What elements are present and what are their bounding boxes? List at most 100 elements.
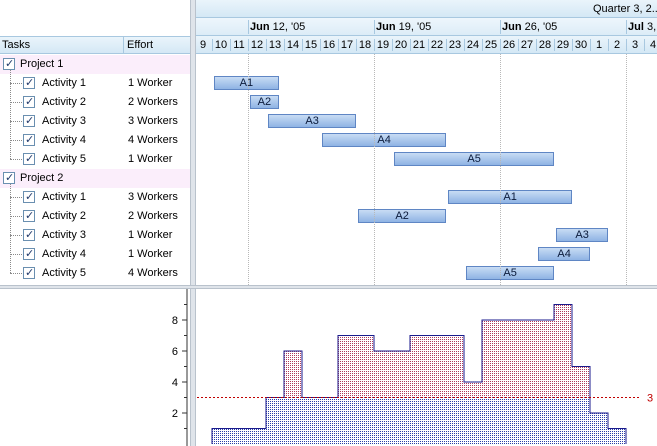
tree-row-activity[interactable]: Activity 5 1 Worker: [0, 150, 190, 169]
histogram-bar-over: [392, 351, 410, 398]
activity-checkbox[interactable]: [23, 95, 35, 108]
day-separator: [266, 39, 267, 51]
gantt-bar[interactable]: A1: [448, 190, 573, 204]
histogram-y-axis: 2 4 6 8: [172, 289, 188, 446]
gantt-bar[interactable]: A3: [556, 228, 609, 242]
gantt-bar[interactable]: A1: [214, 76, 279, 90]
tree-row-activity[interactable]: Activity 4 4 Workers: [0, 131, 190, 150]
activity-effort: 2 Workers: [128, 210, 178, 222]
tree-connector: [10, 102, 22, 103]
activity-label: Activity 5: [42, 153, 87, 165]
week-date: 3, ': [646, 21, 657, 33]
day-label: 28: [538, 39, 552, 51]
day-label: 16: [322, 39, 336, 51]
histogram-bar-under: [392, 397, 410, 444]
gantt-bar[interactable]: A2: [358, 209, 447, 223]
day-separator: [374, 39, 375, 51]
tree-row-activity[interactable]: Activity 2 2 Workers: [0, 93, 190, 112]
day-separator: [302, 39, 303, 51]
tree-connector: [10, 235, 22, 236]
histogram-bar-under: [428, 397, 446, 444]
horizontal-splitter[interactable]: [0, 285, 657, 289]
activity-effort: 1 Worker: [128, 153, 173, 165]
histogram-bars: [211, 304, 627, 444]
activity-checkbox[interactable]: [23, 114, 35, 127]
histogram-bar-under: [302, 397, 320, 444]
histogram-bar-over: [428, 335, 446, 398]
activity-checkbox[interactable]: [23, 76, 35, 89]
histogram-limit-label: 3: [647, 393, 653, 405]
histogram-bar-over: [554, 304, 572, 398]
day-separator: [410, 39, 411, 51]
activity-checkbox[interactable]: [23, 209, 35, 222]
tree-row-activity[interactable]: Activity 3 3 Workers: [0, 112, 190, 131]
activity-checkbox[interactable]: [23, 266, 35, 279]
day-header: 9 10 11 12 13 14 15 16 17 18 19 20 21 22 23 24 25 26 27 28 2…: [196, 36, 657, 54]
tree-connector: [10, 197, 22, 198]
project-label: Project 2: [20, 172, 64, 184]
tree-row-activity[interactable]: Activity 1 1 Worker: [0, 74, 190, 93]
resource-histogram: 2 4 6 8 3: [172, 289, 653, 446]
tree-row-activity[interactable]: Activity 1 3 Workers: [0, 188, 190, 207]
activity-checkbox[interactable]: [23, 190, 35, 203]
week-header: Jun 12, '05 Jun 19, '05 Jun 26, '05 Jul 3, …: [196, 18, 657, 36]
week-gridline: [248, 54, 249, 285]
activity-checkbox[interactable]: [23, 133, 35, 146]
week-label: Jun 12, '05: [250, 18, 305, 36]
tree-row-activity[interactable]: Activity 4 1 Worker: [0, 245, 190, 264]
gantt-bar[interactable]: A4: [322, 133, 447, 147]
tree-row-activity[interactable]: Activity 2 2 Workers: [0, 207, 190, 226]
day-label: 20: [394, 39, 408, 51]
project-checkbox[interactable]: [3, 171, 15, 184]
tree-row-activity[interactable]: Activity 3 1 Worker: [0, 226, 190, 245]
histogram-bar-under: [554, 397, 572, 444]
histogram-bar-under: [266, 397, 284, 444]
vertical-splitter[interactable]: [190, 0, 196, 446]
histogram-tick-label: 4: [172, 377, 178, 389]
histogram-bar-over: [356, 335, 374, 398]
day-separator: [500, 39, 501, 51]
histogram-bar-under: [338, 397, 356, 444]
day-label: 10: [214, 39, 228, 51]
gantt-grid: A1 A2 A3 A4 A5 A1 A2 A3 A4 A5: [196, 54, 657, 285]
column-header-tasks[interactable]: Tasks: [0, 37, 124, 54]
tree-connector: [10, 70, 11, 159]
day-label: 4: [649, 39, 657, 51]
tree-connector: [10, 83, 22, 84]
project-checkbox[interactable]: [3, 57, 15, 70]
day-separator: [590, 39, 591, 51]
day-separator: [428, 39, 429, 51]
tree-row-project[interactable]: Project 2: [0, 169, 190, 188]
activity-label: Activity 4: [42, 134, 87, 146]
day-label: 22: [430, 39, 444, 51]
day-separator: [284, 39, 285, 51]
day-label: 3: [631, 39, 639, 51]
activity-checkbox[interactable]: [23, 247, 35, 260]
activity-checkbox[interactable]: [23, 228, 35, 241]
gantt-bar[interactable]: A4: [538, 247, 591, 261]
activity-label: Activity 3: [42, 115, 87, 127]
gantt-bar[interactable]: A5: [394, 152, 555, 166]
quarter-header: Quarter 3, 2...: [196, 0, 657, 18]
histogram-tick-label: 8: [172, 315, 178, 327]
gantt-bar[interactable]: A3: [268, 114, 357, 128]
histogram-bar-under: [518, 397, 536, 444]
column-header-effort[interactable]: Effort: [127, 39, 154, 51]
week-label: Jun 26, '05: [502, 18, 557, 36]
activity-label: Activity 4: [42, 248, 87, 260]
histogram-bar-under: [464, 397, 482, 444]
activity-effort: 3 Workers: [128, 115, 178, 127]
week-date: 26, '05: [521, 21, 558, 33]
activity-effort: 4 Workers: [128, 134, 178, 146]
tree-row-activity[interactable]: Activity 5 4 Workers: [0, 264, 190, 283]
gantt-bar[interactable]: A5: [466, 266, 555, 280]
week-separator: [626, 20, 627, 34]
gantt-bar[interactable]: A2: [250, 95, 279, 109]
activity-label: Activity 3: [42, 229, 87, 241]
histogram-tick-label: 2: [172, 408, 178, 420]
activity-label: Activity 5: [42, 267, 87, 279]
histogram-bar-under: [608, 428, 626, 444]
histogram-bar-over: [338, 335, 356, 398]
tree-row-project[interactable]: Project 1: [0, 55, 190, 74]
activity-checkbox[interactable]: [23, 152, 35, 165]
